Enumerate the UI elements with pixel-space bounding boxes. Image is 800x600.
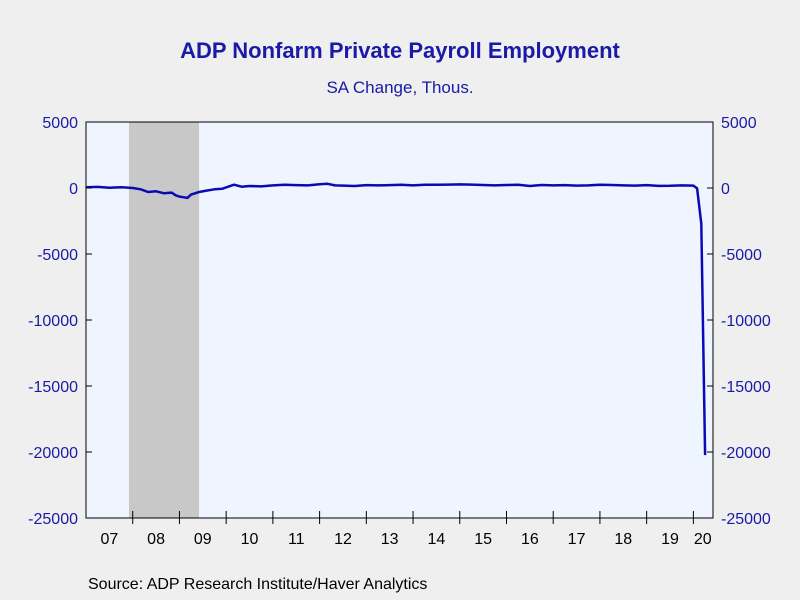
y-tick-label-right: 0 <box>721 181 730 198</box>
x-tick-label: 08 <box>147 531 165 548</box>
y-tick-label-left: -20000 <box>28 445 78 462</box>
recession-shading <box>128 122 200 518</box>
x-tick-label: 12 <box>334 531 352 548</box>
y-tick-label-left: 5000 <box>42 115 78 132</box>
y-tick-label-right: 5000 <box>721 115 757 132</box>
y-tick-label-right: -25000 <box>721 511 771 528</box>
x-tick-label: 14 <box>428 531 446 548</box>
x-tick-label: 19 <box>661 531 679 548</box>
y-tick-label-left: 0 <box>69 181 78 198</box>
x-tick-label: 20 <box>694 531 712 548</box>
y-tick-label-left: -15000 <box>28 379 78 396</box>
x-tick-label: 18 <box>614 531 632 548</box>
axes: 5000 5000 0 0 -5000 -5000 -10000 -10000 -15000 -1… <box>28 115 771 548</box>
y-tick-label-right: -5000 <box>721 247 762 264</box>
plot-area <box>85 122 713 518</box>
y-tick-label-left: -25000 <box>28 511 78 528</box>
y-tick-label-right: -10000 <box>721 313 771 330</box>
y-tick-label-left: -5000 <box>37 247 78 264</box>
x-tick-label: 16 <box>521 531 539 548</box>
source-note: Source: ADP Research Institute/Haver Ana… <box>88 576 428 593</box>
chart-title: ADP Nonfarm Private Payroll Employment <box>180 38 620 63</box>
x-tick-label: 11 <box>288 531 305 548</box>
x-tick-label: 10 <box>241 531 259 548</box>
x-tick-label: 15 <box>474 531 492 548</box>
y-tick-label-right: -20000 <box>721 445 771 462</box>
series-line <box>85 182 707 456</box>
y-tick-label-left: -10000 <box>28 313 78 330</box>
x-tick-label: 09 <box>194 531 212 548</box>
x-tick-label: 17 <box>568 531 586 548</box>
x-tick-label: 13 <box>381 531 399 548</box>
y-tick-label-right: -15000 <box>721 379 771 396</box>
x-tick-label: 07 <box>100 531 118 548</box>
chart-subtitle: SA Change, Thous. <box>326 78 474 97</box>
